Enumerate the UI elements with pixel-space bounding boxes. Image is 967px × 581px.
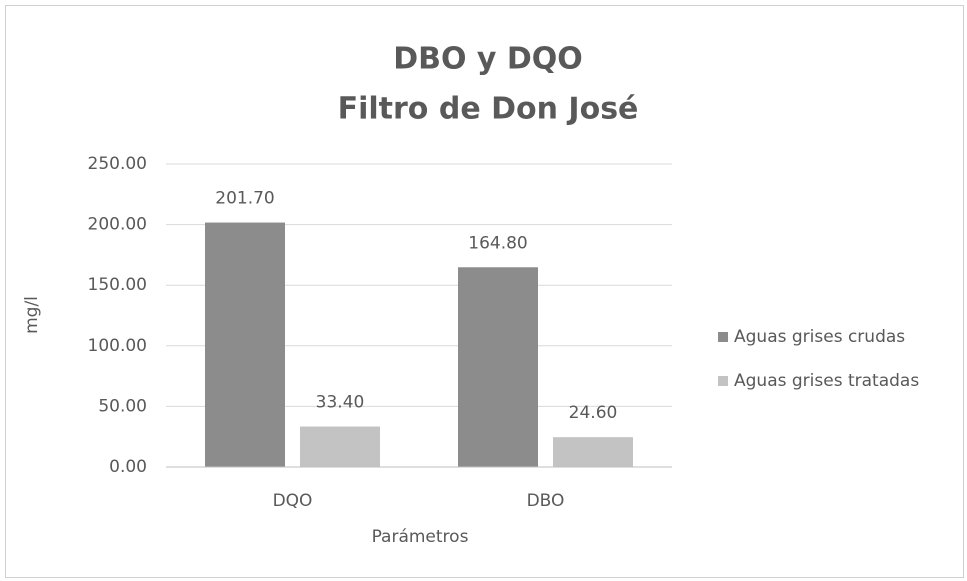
y-tick-label: 200.00	[88, 215, 147, 235]
legend-swatch	[718, 332, 728, 342]
legend-label: Aguas grises tratadas	[734, 371, 919, 391]
chart-subtitle: Filtro de Don José	[338, 92, 639, 127]
y-tick-label: 50.00	[98, 396, 147, 416]
bar	[300, 426, 380, 467]
x-tick-label: DQO	[273, 491, 313, 511]
y-tick-label: 100.00	[88, 336, 147, 356]
x-tick-label: DBO	[527, 491, 565, 511]
legend-swatch	[718, 376, 728, 386]
chart-title: DBO y DQO	[393, 42, 583, 77]
data-label: 24.60	[569, 403, 618, 423]
bar	[553, 437, 633, 467]
data-label: 201.70	[215, 189, 274, 209]
data-label: 33.40	[316, 393, 365, 413]
y-tick-label: 150.00	[88, 275, 147, 295]
y-tick-label: 0.00	[109, 457, 147, 477]
y-tick-label: 250.00	[88, 154, 147, 174]
y-axis-label: mg/l	[22, 296, 42, 334]
bar	[205, 222, 285, 467]
legend-label: Aguas grises crudas	[734, 327, 905, 347]
x-axis-label: Parámetros	[372, 527, 469, 547]
data-label: 164.80	[468, 233, 527, 253]
bar	[458, 267, 538, 467]
